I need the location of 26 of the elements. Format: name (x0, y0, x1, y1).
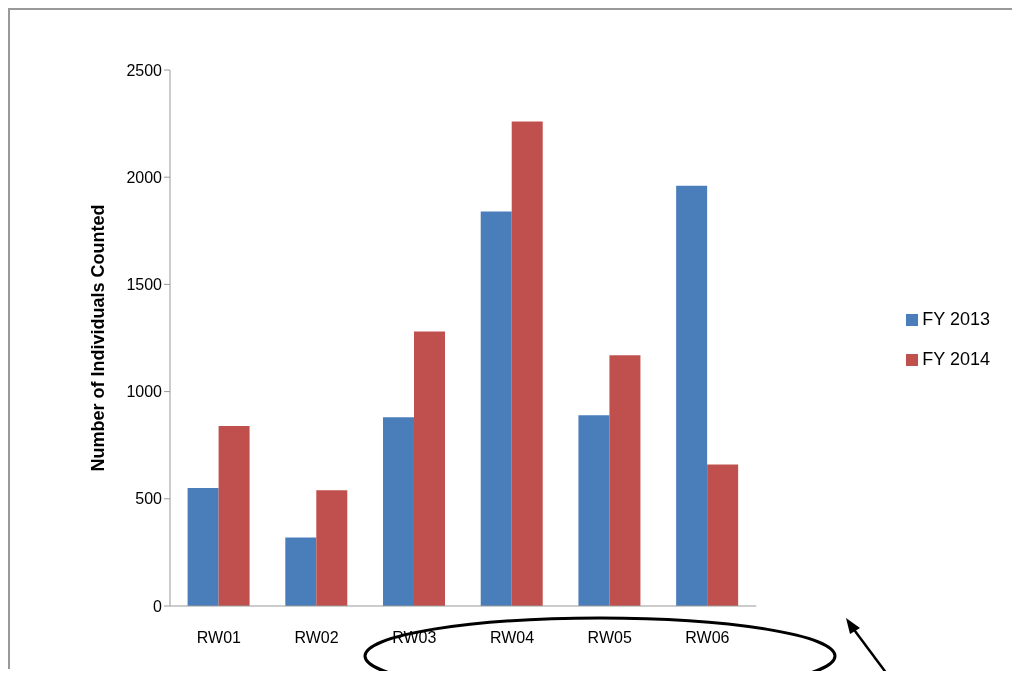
x-tick-label: RW01 (196, 629, 242, 647)
x-tick-label: RW02 (294, 629, 339, 647)
bar (316, 490, 348, 606)
x-tick-label: RW05 (587, 629, 632, 647)
y-tick-label: 500 (135, 490, 163, 508)
y-axis-title: Number of Individuals Counted (88, 204, 109, 472)
y-tick-label: 1500 (126, 276, 163, 294)
legend-label: FY 2013 (922, 308, 990, 329)
bar (707, 464, 739, 606)
y-tick-label: 0 (153, 597, 163, 615)
bar (609, 355, 641, 606)
x-tick-label: RW06 (685, 629, 730, 647)
bar (187, 488, 219, 606)
bar (285, 537, 317, 606)
x-tick-label: RW04 (489, 629, 535, 647)
legend-label: FY 2014 (922, 348, 990, 369)
y-tick-label: 1000 (126, 383, 163, 401)
bar (676, 185, 708, 606)
bar (218, 425, 250, 606)
bar (383, 417, 415, 606)
y-tick-label: 2500 (126, 61, 163, 79)
bar (480, 211, 512, 606)
bar (511, 121, 543, 606)
bar (578, 415, 610, 606)
bar (414, 331, 446, 606)
y-tick-label: 2000 (126, 168, 163, 186)
